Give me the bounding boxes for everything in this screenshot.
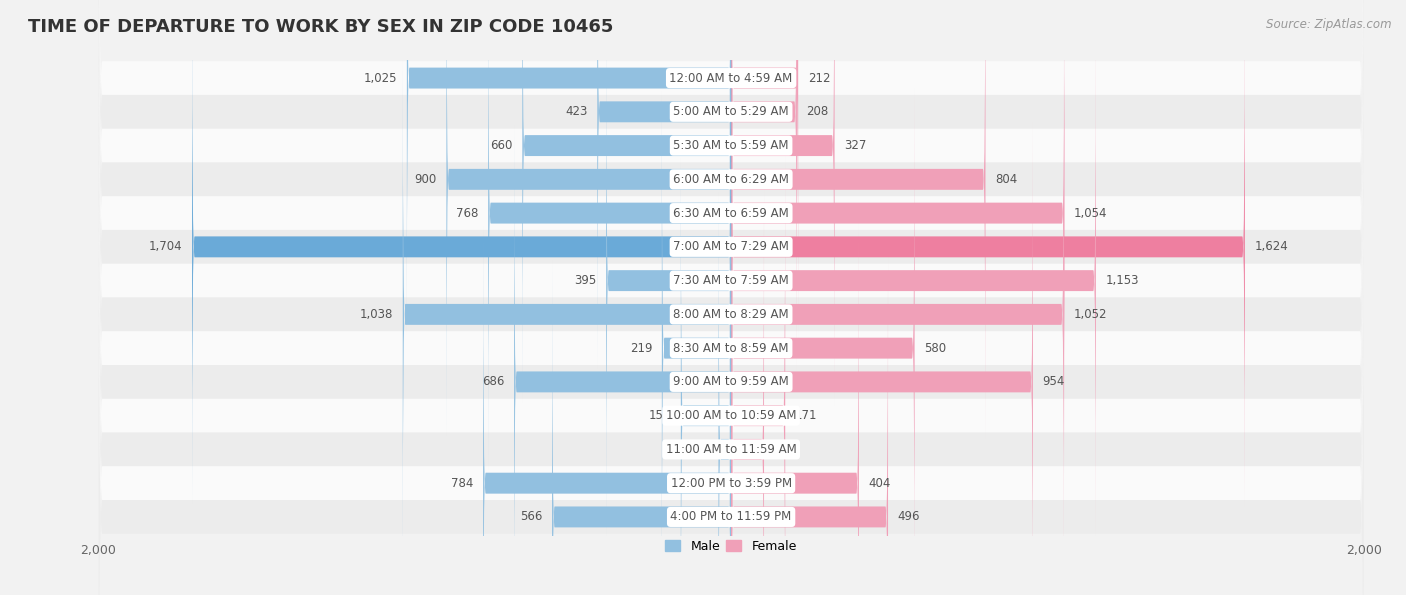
FancyBboxPatch shape	[98, 27, 1364, 595]
FancyBboxPatch shape	[731, 55, 1064, 574]
FancyBboxPatch shape	[598, 0, 731, 371]
Text: 5:30 AM to 5:59 AM: 5:30 AM to 5:59 AM	[673, 139, 789, 152]
FancyBboxPatch shape	[98, 129, 1364, 595]
Text: 8:00 AM to 8:29 AM: 8:00 AM to 8:29 AM	[673, 308, 789, 321]
Text: 5:00 AM to 5:29 AM: 5:00 AM to 5:29 AM	[673, 105, 789, 118]
Text: 219: 219	[630, 342, 652, 355]
FancyBboxPatch shape	[98, 61, 1364, 595]
FancyBboxPatch shape	[98, 0, 1364, 595]
Text: 6:00 AM to 6:29 AM: 6:00 AM to 6:29 AM	[673, 173, 789, 186]
FancyBboxPatch shape	[98, 0, 1364, 595]
FancyBboxPatch shape	[484, 224, 731, 595]
FancyBboxPatch shape	[446, 0, 731, 439]
Text: 1,052: 1,052	[1073, 308, 1107, 321]
Text: 1,038: 1,038	[360, 308, 394, 321]
FancyBboxPatch shape	[98, 0, 1364, 595]
Text: 104: 104	[773, 443, 796, 456]
FancyBboxPatch shape	[98, 0, 1364, 568]
FancyBboxPatch shape	[98, 0, 1364, 534]
FancyBboxPatch shape	[731, 0, 986, 439]
Text: 566: 566	[520, 511, 543, 524]
Text: 327: 327	[844, 139, 866, 152]
FancyBboxPatch shape	[193, 0, 731, 506]
FancyBboxPatch shape	[606, 21, 731, 540]
Text: 6:30 AM to 6:59 AM: 6:30 AM to 6:59 AM	[673, 206, 789, 220]
FancyBboxPatch shape	[402, 55, 731, 574]
Text: 12:00 AM to 4:59 AM: 12:00 AM to 4:59 AM	[669, 71, 793, 84]
Text: 784: 784	[451, 477, 474, 490]
Text: 1,624: 1,624	[1254, 240, 1288, 253]
Text: 8:30 AM to 8:59 AM: 8:30 AM to 8:59 AM	[673, 342, 789, 355]
Text: 954: 954	[1042, 375, 1064, 389]
FancyBboxPatch shape	[98, 0, 1364, 595]
Text: 159: 159	[650, 409, 671, 422]
Text: 423: 423	[565, 105, 588, 118]
Text: 768: 768	[457, 206, 478, 220]
Text: 804: 804	[995, 173, 1017, 186]
FancyBboxPatch shape	[523, 0, 731, 405]
FancyBboxPatch shape	[731, 0, 1244, 506]
FancyBboxPatch shape	[731, 257, 889, 595]
Text: 208: 208	[807, 105, 828, 118]
FancyBboxPatch shape	[681, 156, 731, 595]
Text: 395: 395	[575, 274, 596, 287]
FancyBboxPatch shape	[98, 0, 1364, 466]
Text: 1,025: 1,025	[364, 71, 398, 84]
FancyBboxPatch shape	[731, 0, 797, 371]
FancyBboxPatch shape	[731, 0, 799, 338]
Text: 10:00 AM to 10:59 AM: 10:00 AM to 10:59 AM	[666, 409, 796, 422]
FancyBboxPatch shape	[718, 190, 731, 595]
Text: Source: ZipAtlas.com: Source: ZipAtlas.com	[1267, 18, 1392, 31]
Text: 9:00 AM to 9:59 AM: 9:00 AM to 9:59 AM	[673, 375, 789, 389]
Text: 1,704: 1,704	[149, 240, 183, 253]
FancyBboxPatch shape	[731, 0, 835, 405]
FancyBboxPatch shape	[731, 21, 1095, 540]
Text: 1,153: 1,153	[1105, 274, 1139, 287]
Text: 7:00 AM to 7:29 AM: 7:00 AM to 7:29 AM	[673, 240, 789, 253]
FancyBboxPatch shape	[488, 0, 731, 472]
FancyBboxPatch shape	[731, 224, 859, 595]
Legend: Male, Female: Male, Female	[661, 535, 801, 558]
Text: 212: 212	[807, 71, 830, 84]
Text: 11:00 AM to 11:59 AM: 11:00 AM to 11:59 AM	[666, 443, 796, 456]
FancyBboxPatch shape	[662, 89, 731, 595]
Text: 496: 496	[897, 511, 920, 524]
Text: 40: 40	[695, 443, 709, 456]
FancyBboxPatch shape	[731, 0, 1064, 472]
FancyBboxPatch shape	[731, 89, 914, 595]
FancyBboxPatch shape	[553, 257, 731, 595]
Text: 4:00 PM to 11:59 PM: 4:00 PM to 11:59 PM	[671, 511, 792, 524]
FancyBboxPatch shape	[731, 156, 785, 595]
FancyBboxPatch shape	[98, 95, 1364, 595]
FancyBboxPatch shape	[98, 0, 1364, 500]
Text: 686: 686	[482, 375, 505, 389]
Text: 404: 404	[869, 477, 891, 490]
FancyBboxPatch shape	[98, 0, 1364, 595]
Text: TIME OF DEPARTURE TO WORK BY SEX IN ZIP CODE 10465: TIME OF DEPARTURE TO WORK BY SEX IN ZIP …	[28, 18, 613, 36]
Text: 171: 171	[794, 409, 817, 422]
FancyBboxPatch shape	[406, 0, 731, 338]
FancyBboxPatch shape	[515, 123, 731, 595]
Text: 580: 580	[924, 342, 946, 355]
Text: 1,054: 1,054	[1074, 206, 1108, 220]
Text: 7:30 AM to 7:59 AM: 7:30 AM to 7:59 AM	[673, 274, 789, 287]
FancyBboxPatch shape	[731, 123, 1033, 595]
Text: 900: 900	[415, 173, 437, 186]
Text: 12:00 PM to 3:59 PM: 12:00 PM to 3:59 PM	[671, 477, 792, 490]
Text: 660: 660	[491, 139, 513, 152]
FancyBboxPatch shape	[731, 190, 763, 595]
FancyBboxPatch shape	[98, 0, 1364, 595]
